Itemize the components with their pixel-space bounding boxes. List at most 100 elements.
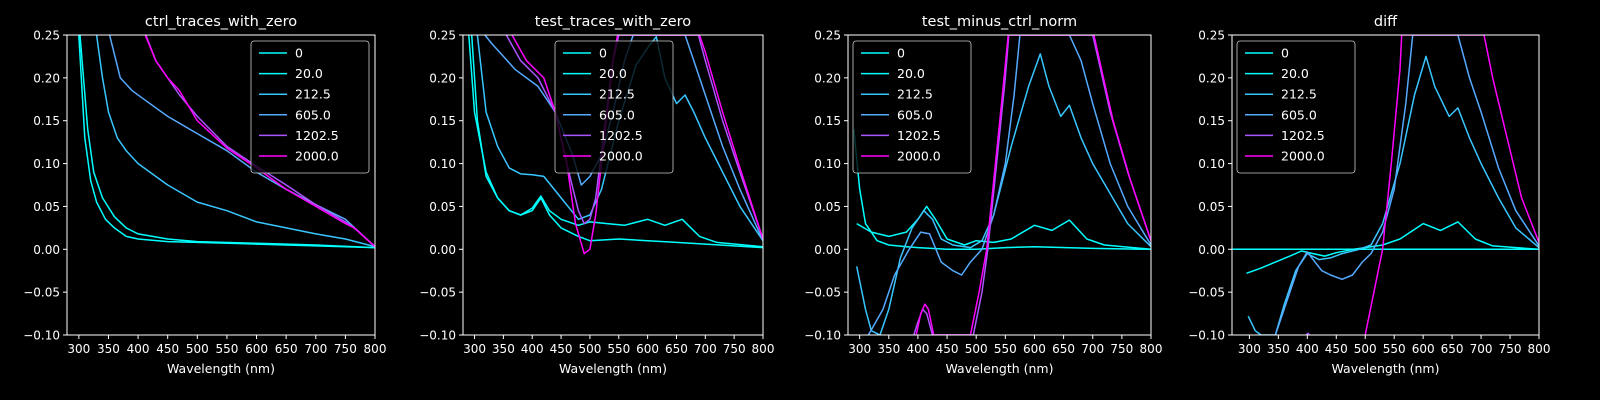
y-tick-label: 0.25	[429, 29, 456, 43]
series-lines	[853, 35, 1151, 335]
x-tick-label: 550	[1383, 342, 1406, 356]
legend-label: 2000.0	[897, 149, 941, 164]
x-tick-label: 700	[304, 342, 327, 356]
x-tick-label: 450	[1325, 342, 1348, 356]
legend: 0 20.0 212.5 605.0 1202.5 2000.0	[1236, 40, 1356, 174]
legend-label: 1202.5	[295, 128, 339, 143]
legend-label: 605.0	[1281, 107, 1317, 122]
x-tick-label: 300	[1238, 342, 1261, 356]
series-line-1202.5	[913, 35, 1151, 335]
y-tick-label: 0.00	[1198, 243, 1225, 257]
x-tick-label: 650	[1052, 342, 1075, 356]
legend: 0 20.0 212.5 605.0 1202.5 2000.0	[852, 40, 972, 174]
legend-label: 605.0	[599, 107, 635, 122]
chart-title: test_minus_ctrl_norm	[922, 14, 1077, 30]
y-tick-label: 0.00	[814, 243, 841, 257]
x-tick-label: 350	[1267, 342, 1290, 356]
chart-title: diff	[1374, 14, 1398, 30]
x-tick-label: 300	[463, 342, 486, 356]
y-tick-label: 0.15	[429, 114, 456, 128]
x-tick-label: 800	[752, 342, 775, 356]
y-tick-label: 0.05	[814, 200, 841, 214]
y-tick-label: 0.25	[814, 29, 841, 43]
x-tick-label: 750	[1110, 342, 1133, 356]
x-tick-label: 750	[723, 342, 746, 356]
series-line-20.0	[856, 205, 1151, 251]
x-tick-label: 750	[334, 342, 357, 356]
x-tick-label: 500	[965, 342, 988, 356]
series-line-1202.5	[1305, 332, 1311, 335]
x-tick-label: 350	[492, 342, 515, 356]
legend-label: 0	[897, 46, 905, 61]
series-line-20.0	[79, 35, 375, 249]
series-lines	[78, 35, 375, 249]
x-tick-label: 500	[186, 342, 209, 356]
x-tick-label: 550	[607, 342, 630, 356]
y-tick-label: 0.25	[1198, 29, 1225, 43]
x-tick-label: 400	[906, 342, 929, 356]
y-tick-label: −0.05	[419, 286, 456, 300]
legend-label: 2000.0	[1281, 149, 1325, 164]
x-axis-label: Wavelength (nm)	[946, 361, 1054, 376]
legend-label: 212.5	[1281, 87, 1317, 102]
legend-label: 605.0	[897, 107, 933, 122]
y-tick-label: 0.05	[429, 200, 456, 214]
legend-label: 605.0	[295, 107, 331, 122]
legend-label: 1202.5	[1281, 128, 1325, 143]
x-tick-label: 350	[97, 342, 120, 356]
x-tick-label: 300	[848, 342, 871, 356]
chart-title: ctrl_traces_with_zero	[145, 14, 297, 30]
x-tick-label: 300	[67, 342, 90, 356]
chart-1: ctrl_traces_with_zero 300 350 400 450 500 550 6…	[23, 14, 386, 376]
x-tick-label: 650	[1441, 342, 1464, 356]
y-tick-label: 0.15	[814, 114, 841, 128]
y-tick-label: 0.05	[33, 200, 60, 214]
axes-frame	[1231, 34, 1540, 336]
chart-3: test_minus_ctrl_norm 300 350 400 450 500 550 60…	[804, 14, 1162, 376]
axes-frame	[66, 34, 376, 336]
legend-label: 2000.0	[599, 149, 643, 164]
y-tick-label: 0.10	[1198, 157, 1225, 171]
x-tick-label: 600	[636, 342, 659, 356]
x-tick-label: 600	[1412, 342, 1435, 356]
y-tick-label: −0.10	[419, 329, 456, 343]
y-tick-label: 0.00	[429, 243, 456, 257]
y-tick-label: 0.20	[33, 71, 60, 85]
series-line-0	[78, 35, 375, 249]
series-line-212.5	[95, 35, 375, 248]
series-line-605.0	[867, 35, 1151, 335]
axes-frame	[462, 34, 764, 336]
y-tick-label: 0.05	[1198, 200, 1225, 214]
series-line-2000.0	[144, 35, 375, 248]
legend-label: 20.0	[897, 66, 925, 81]
y-tick-label: −0.05	[23, 286, 60, 300]
legend-label: 0	[599, 46, 607, 61]
y-tick-label: 0.15	[33, 114, 60, 128]
x-tick-label: 400	[521, 342, 544, 356]
y-tick-label: 0.10	[814, 157, 841, 171]
legend-label: 20.0	[1281, 66, 1309, 81]
series-line-20.0	[470, 35, 763, 248]
legend-label: 1202.5	[897, 128, 941, 143]
legend-label: 0	[1281, 46, 1289, 61]
y-tick-label: 0.20	[1198, 71, 1225, 85]
x-tick-label: 700	[1081, 342, 1104, 356]
x-tick-label: 800	[364, 342, 387, 356]
series-line-1202.5	[505, 35, 763, 240]
y-tick-label: −0.10	[1188, 329, 1225, 343]
chart-2: test_traces_with_zero 300 350 400 450 500 550 6…	[419, 14, 774, 376]
y-tick-label: 0.25	[33, 29, 60, 43]
y-tick-label: 0.10	[33, 157, 60, 171]
series-line-20.0	[1246, 221, 1539, 275]
x-tick-label: 400	[1296, 342, 1319, 356]
x-tick-label: 700	[1470, 342, 1493, 356]
series-line-2000.0	[1364, 35, 1539, 335]
x-tick-label: 550	[994, 342, 1017, 356]
legend-label: 2000.0	[295, 149, 339, 164]
x-tick-label: 400	[127, 342, 150, 356]
chart-4: diff 300 350 400 450 500 550 600 650 700 750 800 −0.…	[1188, 14, 1550, 376]
y-tick-label: −0.10	[804, 329, 841, 343]
x-tick-label: 700	[694, 342, 717, 356]
series-line-2000.0	[511, 35, 763, 255]
y-tick-label: −0.05	[1188, 286, 1225, 300]
